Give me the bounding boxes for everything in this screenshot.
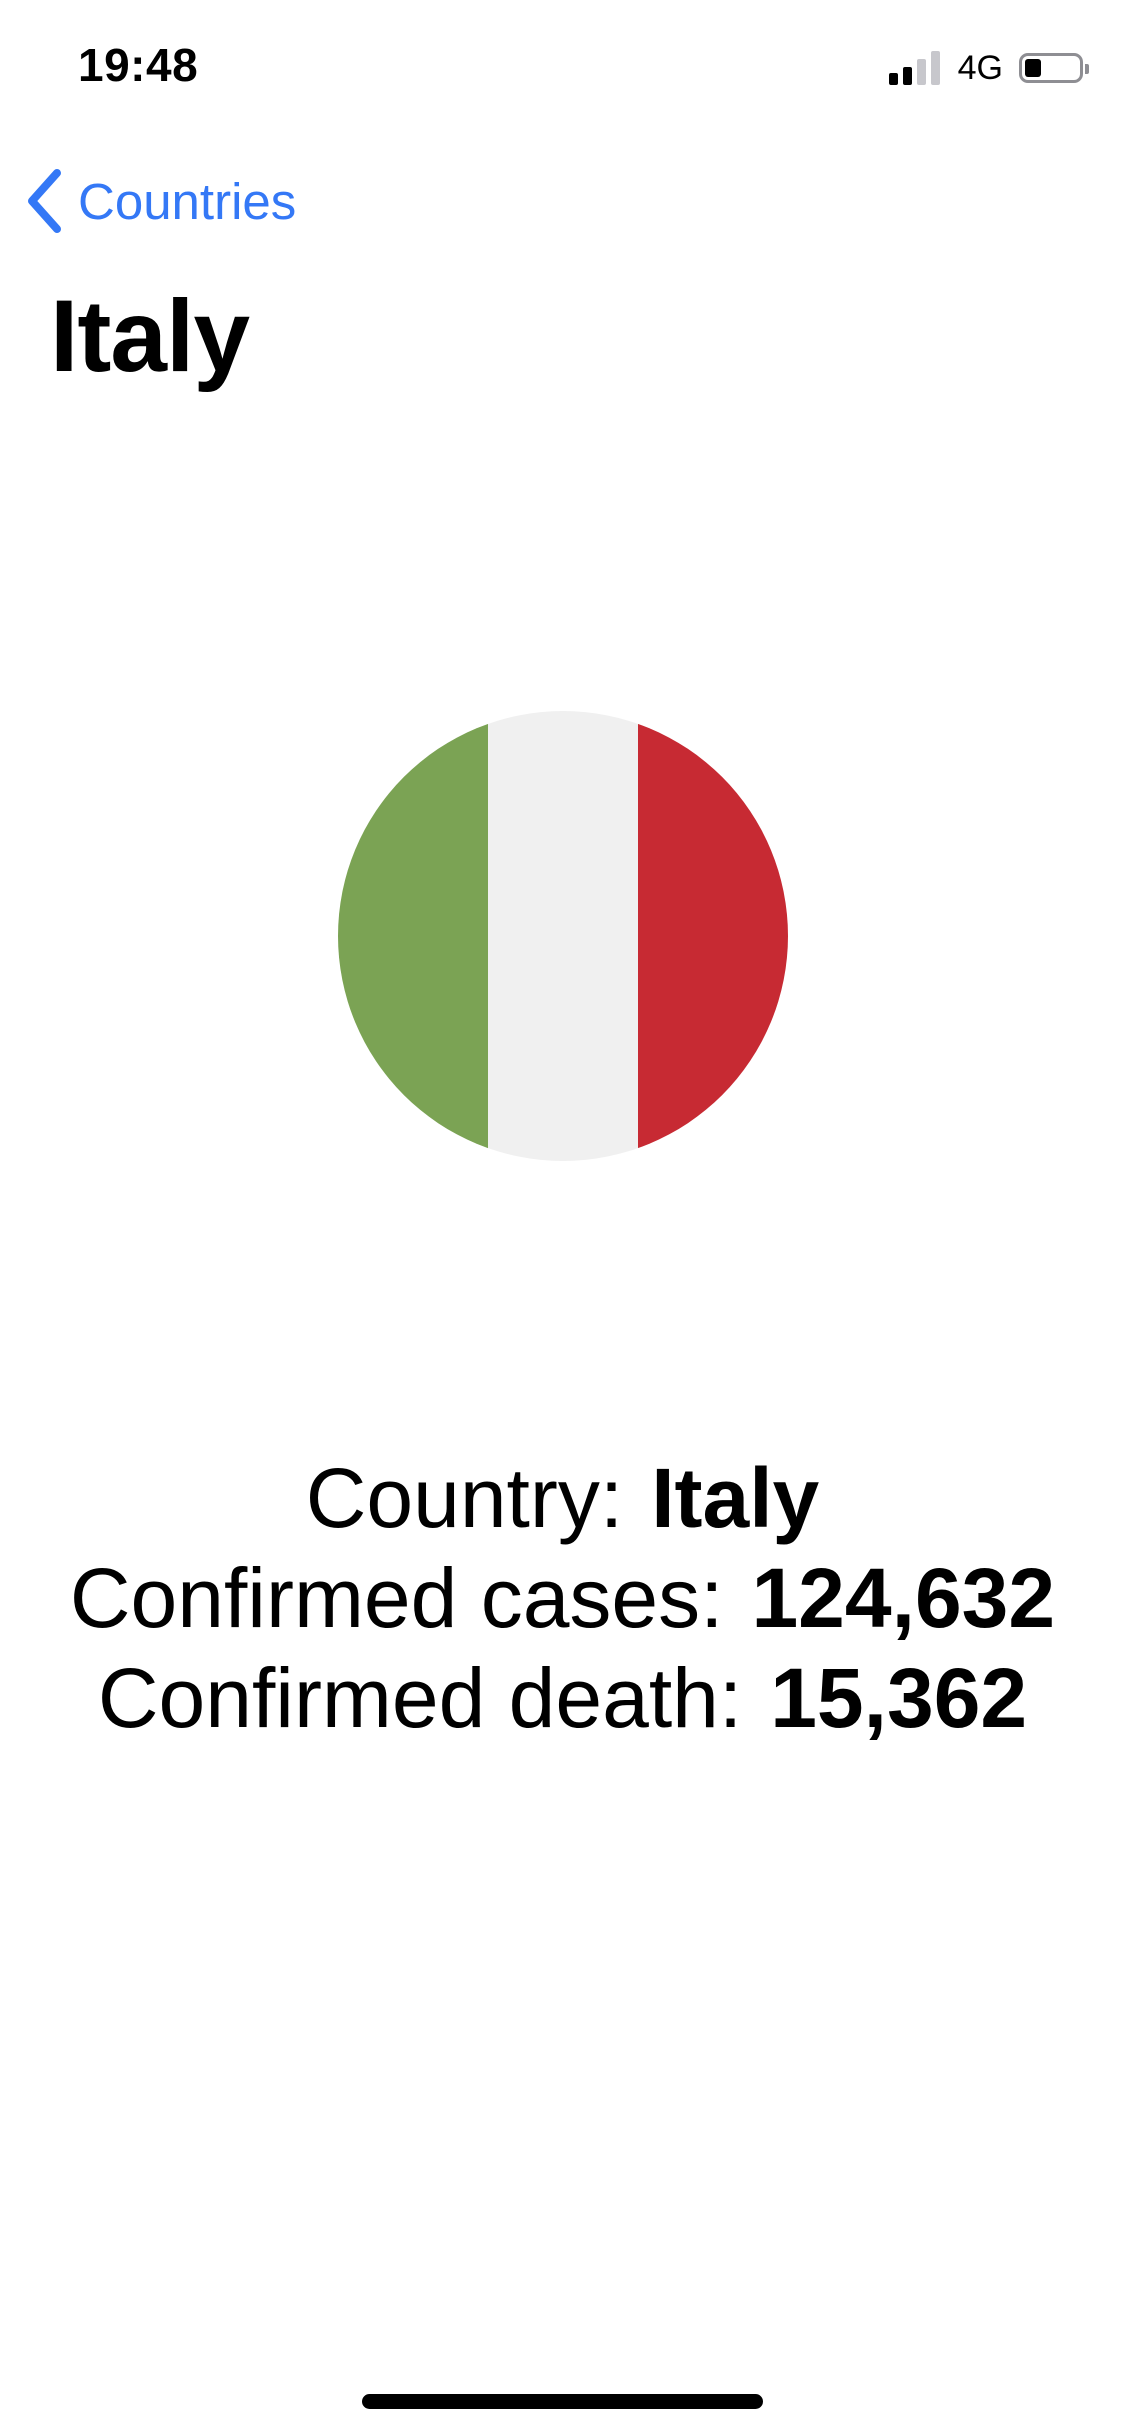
country-value: Italy [651, 1451, 820, 1545]
flag-stripe-white [488, 711, 638, 1161]
home-indicator[interactable] [362, 2394, 763, 2409]
signal-bar [916, 59, 926, 85]
back-button-label: Countries [78, 172, 297, 230]
flag-stripe-red [638, 711, 788, 1161]
page-title: Italy [50, 279, 250, 393]
country-row: Country: Italy [0, 1448, 1125, 1548]
back-button[interactable]: Countries [24, 166, 296, 236]
country-label: Country: [305, 1451, 624, 1545]
confirmed-cases-row: Confirmed cases: 124,632 [0, 1548, 1125, 1648]
signal-bar [902, 67, 912, 85]
status-time: 19:48 [78, 39, 199, 91]
signal-bar [888, 73, 898, 85]
status-indicators: 4G [888, 48, 1089, 88]
chevron-left-icon [28, 169, 61, 233]
network-type: 4G [957, 48, 1003, 87]
status-bar: 19:48 4G [0, 0, 1125, 135]
cellular-signal-icon [888, 51, 940, 85]
flag-stripe-green [338, 711, 488, 1161]
battery-icon [1019, 53, 1089, 83]
battery-cap [1085, 64, 1089, 74]
confirmed-cases-label: Confirmed cases: [69, 1551, 724, 1645]
country-info: Country: Italy Confirmed cases: 124,632 Co… [0, 1448, 1125, 1748]
confirmed-death-label: Confirmed death: [97, 1651, 743, 1745]
signal-bar [930, 51, 940, 85]
confirmed-death-row: Confirmed death: 15,362 [0, 1648, 1125, 1748]
confirmed-death-value: 15,362 [770, 1651, 1028, 1745]
confirmed-cases-value: 124,632 [751, 1551, 1056, 1645]
italy-flag-icon [338, 711, 788, 1161]
battery-level [1025, 59, 1041, 77]
